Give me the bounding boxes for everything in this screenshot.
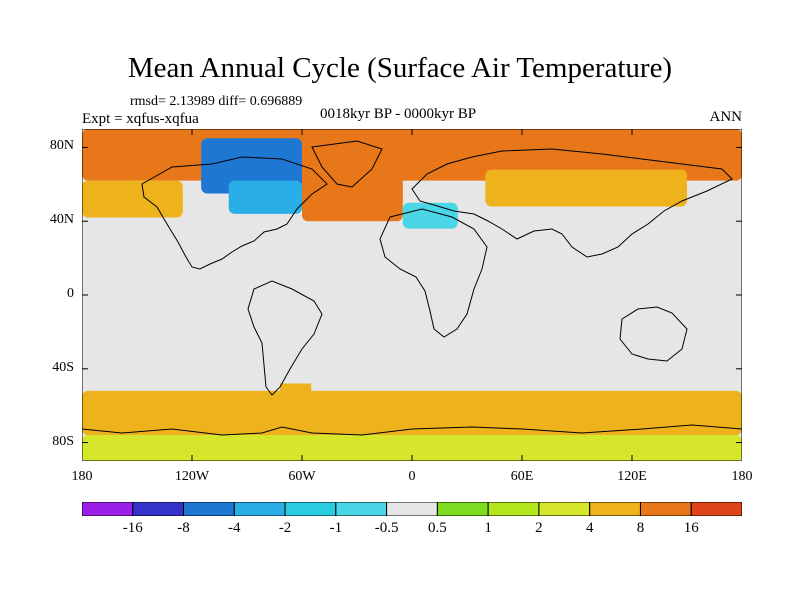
coastline-south-america: [247, 280, 323, 396]
lat-label: 40S: [52, 359, 74, 375]
colorbar-box: [183, 502, 235, 516]
lon-label: 60W: [288, 469, 316, 484]
colorbar-label: 0.5: [428, 520, 447, 536]
coastline-australia: [619, 306, 688, 362]
lon-label: 0: [408, 469, 416, 484]
region-antarctic-mixed: [82, 435, 742, 461]
colorbar-box: [284, 502, 337, 516]
colorbar-box: [639, 502, 692, 516]
colorbar-label: 1: [484, 520, 492, 536]
region-europe-cooling: [402, 202, 458, 229]
colorbar-label: -0.5: [374, 520, 399, 536]
colorbar-boxes: [82, 502, 742, 516]
region-southern-ocean-warming: [82, 390, 742, 436]
colorbar-label: 4: [585, 520, 594, 536]
colorbar-label: 2: [535, 520, 543, 536]
region-north-atlantic-warming: [302, 162, 403, 222]
colorbar-label: -1: [329, 520, 343, 536]
colorbar-box: [386, 502, 438, 516]
colorbar-box: [335, 502, 388, 516]
region-eurasia-warming: [485, 169, 687, 207]
colorbar-label: 8: [636, 520, 645, 536]
lon-label: 120E: [617, 469, 647, 484]
lon-label: 180: [71, 469, 93, 484]
colorbar-box: [132, 502, 185, 516]
colorbar-box: [538, 502, 591, 516]
colorbar-label: 16: [683, 520, 699, 536]
coastline-greenland: [311, 140, 383, 188]
colorbar: [82, 502, 742, 516]
lon-label: 60E: [510, 469, 534, 484]
map-title: Mean Annual Cycle (Surface Air Temperatu…: [127, 52, 673, 84]
lat-label: 40N: [49, 212, 74, 228]
colorbar-box: [436, 502, 489, 516]
season-label: ANN: [709, 109, 743, 125]
map-plot: [82, 129, 742, 461]
colorbar-box: [233, 502, 286, 516]
tick-layer: [82, 129, 742, 461]
coastline-layer: [82, 140, 742, 436]
colorbar-box: [82, 502, 134, 516]
lat-label: 80N: [49, 138, 74, 154]
colorbar-label: -2: [278, 520, 292, 536]
region-north-pacific-warming: [82, 180, 183, 218]
coastline-africa: [379, 208, 488, 338]
colorbar-box: [690, 502, 742, 516]
anomaly-fill-layer: [82, 129, 742, 461]
region-canada-cooling: [201, 138, 302, 194]
lat-label: 80S: [52, 433, 74, 449]
period-label: 0018kyr BP - 0000kyr BP: [320, 106, 477, 122]
colorbar-label: -8: [177, 520, 190, 536]
coastline-north-america: [141, 156, 328, 270]
region-hudson-cooling: [228, 180, 302, 214]
lon-label: 180: [731, 469, 753, 484]
colorbar-box: [589, 502, 641, 516]
coastline-eurasia: [411, 148, 733, 258]
lon-label: 120W: [174, 469, 210, 484]
colorbar-label: -4: [228, 520, 241, 536]
colorbar-label: -16: [122, 520, 143, 536]
coastline-antarctica: [82, 424, 742, 436]
lat-label: 0: [67, 286, 74, 301]
experiment-label: Expt = xqfus-xqfua: [82, 111, 199, 127]
statistics-text: rmsd= 2.13989 diff= 0.696889: [130, 94, 303, 109]
region-tropical-neutral: [82, 239, 742, 384]
colorbar-box: [487, 502, 540, 516]
